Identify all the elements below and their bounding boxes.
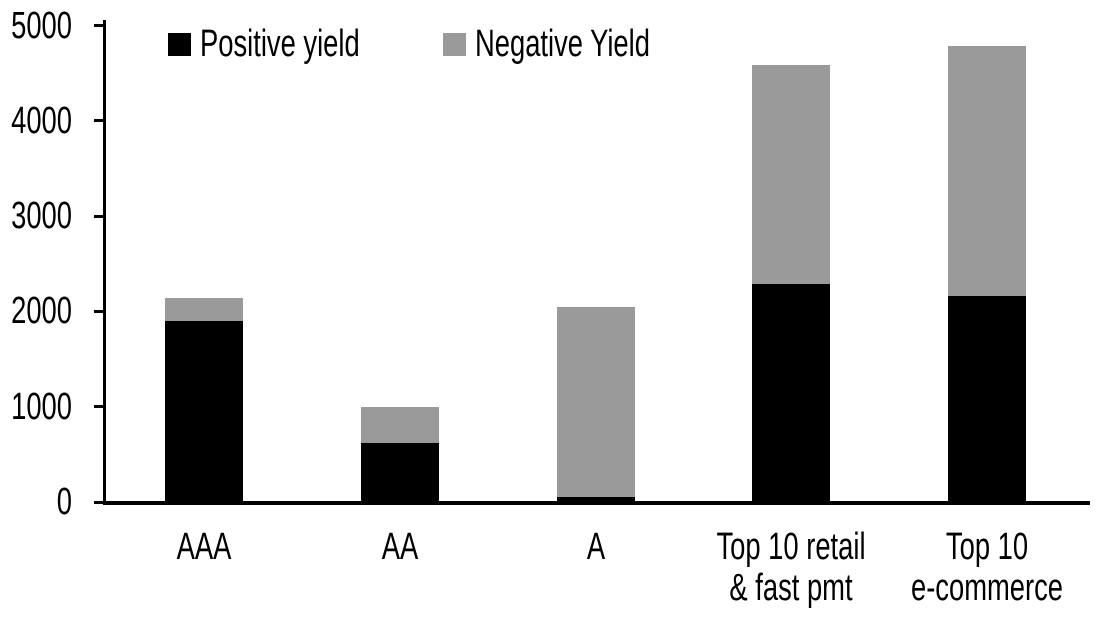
y-tick-mark: [94, 405, 104, 409]
x-axis-label-aa: AA: [381, 526, 419, 568]
bar-segment-positive-yield: [361, 442, 439, 502]
legend-label-negative-yield: Negative Yield: [475, 23, 650, 65]
y-tick-mark: [94, 214, 104, 218]
y-tick-label: 1000: [11, 385, 72, 428]
bar-segment-negative-yield: [557, 306, 635, 498]
positive-yield-swatch-icon: [168, 32, 191, 56]
bar-segment-positive-yield: [948, 296, 1026, 502]
y-tick-label: 4000: [11, 99, 72, 142]
legend-item-positive-yield: Positive yield: [168, 23, 422, 65]
bar-segment-positive-yield: [752, 283, 830, 502]
y-tick-mark: [94, 24, 104, 27]
x-axis-line: [103, 501, 1090, 505]
y-axis-line: [103, 20, 106, 505]
bar-segment-positive-yield: [165, 320, 243, 502]
x-axis-label-aaa: AAA: [176, 526, 232, 568]
legend-item-negative-yield: Negative Yield: [443, 23, 718, 65]
negative-yield-swatch-icon: [443, 32, 466, 56]
bar-top-10-retail-fast-pmt: [752, 64, 830, 502]
y-tick-mark: [94, 500, 104, 504]
bar-segment-negative-yield: [361, 406, 439, 443]
bar-aa: [361, 406, 439, 502]
legend-label-positive-yield: Positive yield: [200, 23, 360, 65]
bar-segment-negative-yield: [752, 64, 830, 284]
y-tick-label: 2000: [11, 290, 72, 333]
bar-top-10-e-commerce: [948, 45, 1026, 502]
bar-segment-negative-yield: [948, 45, 1026, 297]
y-tick-label: 3000: [11, 195, 72, 238]
bar-segment-positive-yield: [557, 497, 635, 502]
y-tick-mark: [94, 309, 104, 313]
bar-a: [557, 306, 635, 502]
x-axis-label-top-10-e-commerce: Top 10 e-commerce: [910, 526, 1064, 609]
y-tick-mark: [94, 119, 104, 123]
bar-aaa: [165, 298, 243, 502]
y-tick-label: 0: [56, 481, 72, 523]
bar-segment-negative-yield: [165, 298, 243, 321]
x-axis-label-a: A: [586, 526, 606, 568]
x-axis-label-top-10-retail-fast-pmt: Top 10 retail & fast pmt: [716, 526, 866, 609]
y-tick-label: 5000: [11, 4, 72, 47]
